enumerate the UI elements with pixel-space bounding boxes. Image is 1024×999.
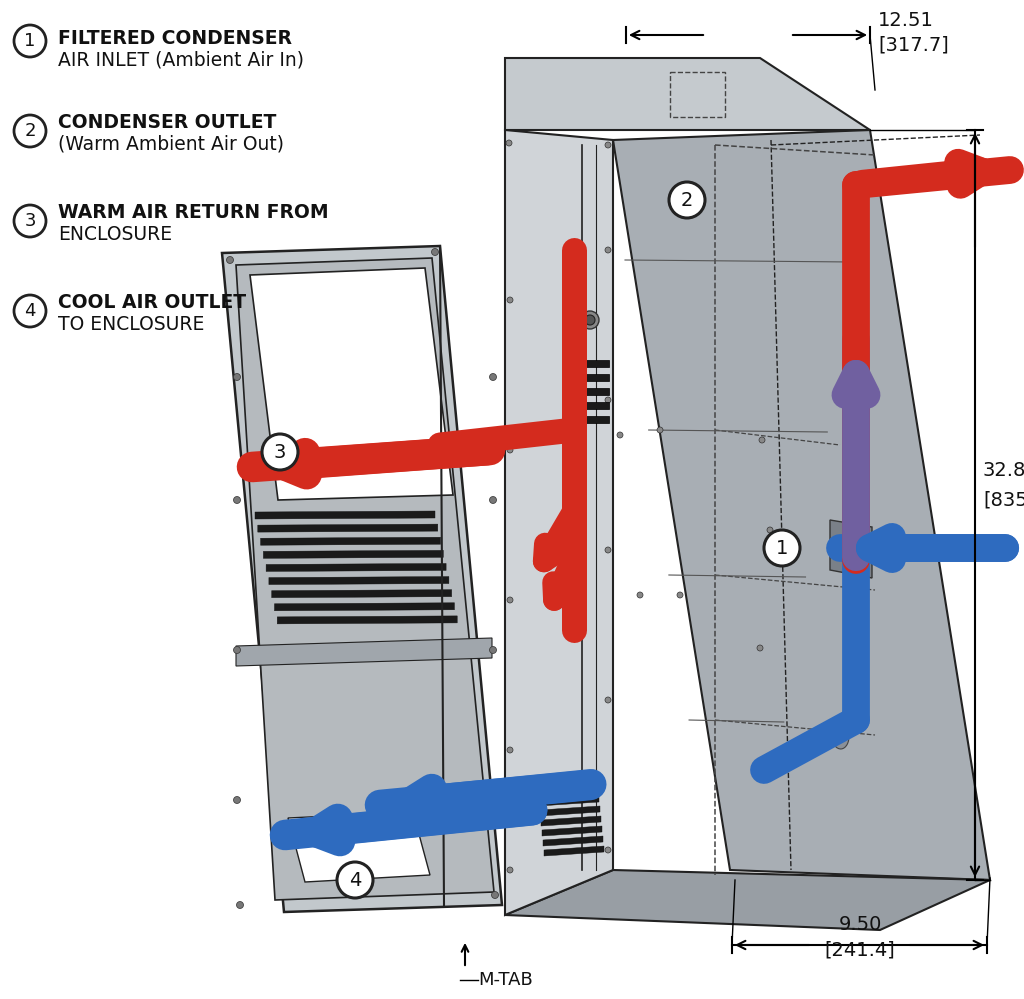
Text: TO ENCLOSURE: TO ENCLOSURE	[58, 315, 205, 334]
Circle shape	[605, 697, 611, 703]
Polygon shape	[266, 563, 446, 571]
Circle shape	[605, 547, 611, 553]
Polygon shape	[222, 246, 502, 912]
Polygon shape	[542, 826, 602, 836]
Circle shape	[507, 597, 513, 603]
Text: 1: 1	[25, 32, 36, 50]
Polygon shape	[543, 836, 603, 846]
Circle shape	[757, 645, 763, 651]
Text: 4: 4	[25, 302, 36, 320]
Polygon shape	[541, 816, 601, 826]
Circle shape	[226, 257, 233, 264]
Polygon shape	[569, 360, 609, 367]
Circle shape	[657, 427, 663, 433]
Circle shape	[669, 182, 705, 218]
Text: 32.87: 32.87	[983, 461, 1024, 480]
Polygon shape	[505, 58, 870, 130]
Polygon shape	[569, 416, 609, 423]
Text: 1: 1	[776, 538, 788, 557]
Circle shape	[764, 530, 800, 566]
Polygon shape	[255, 511, 435, 519]
Circle shape	[507, 297, 513, 303]
Circle shape	[14, 25, 46, 57]
Circle shape	[14, 205, 46, 237]
Text: 4: 4	[349, 870, 361, 889]
Circle shape	[617, 432, 623, 438]
Text: 2: 2	[25, 122, 36, 140]
Circle shape	[677, 592, 683, 598]
Circle shape	[337, 862, 373, 898]
Circle shape	[14, 295, 46, 327]
Polygon shape	[250, 268, 453, 500]
Polygon shape	[269, 576, 449, 584]
Circle shape	[233, 497, 241, 503]
Text: ENCLOSURE: ENCLOSURE	[58, 225, 172, 244]
Circle shape	[585, 315, 595, 325]
Text: 3: 3	[25, 212, 36, 230]
Text: 9.50: 9.50	[839, 915, 882, 934]
Circle shape	[767, 527, 773, 533]
Text: WARM AIR RETURN FROM: WARM AIR RETURN FROM	[58, 203, 329, 222]
Polygon shape	[538, 786, 598, 796]
Polygon shape	[539, 796, 599, 806]
Polygon shape	[505, 130, 613, 915]
Polygon shape	[830, 520, 872, 578]
Polygon shape	[505, 870, 990, 930]
Circle shape	[507, 747, 513, 753]
Text: [241.4]: [241.4]	[824, 940, 895, 959]
Circle shape	[431, 249, 438, 256]
Polygon shape	[278, 616, 458, 624]
Polygon shape	[569, 388, 609, 395]
Circle shape	[581, 311, 599, 329]
Circle shape	[605, 847, 611, 853]
Circle shape	[233, 374, 241, 381]
Text: (Warm Ambient Air Out): (Warm Ambient Air Out)	[58, 135, 284, 154]
Polygon shape	[288, 812, 430, 882]
Text: 3: 3	[273, 443, 286, 462]
Polygon shape	[260, 537, 440, 545]
Polygon shape	[263, 550, 443, 558]
Text: FILTERED CONDENSER: FILTERED CONDENSER	[58, 29, 292, 48]
Polygon shape	[569, 402, 609, 409]
Polygon shape	[274, 602, 455, 610]
Polygon shape	[258, 524, 438, 532]
Circle shape	[233, 646, 241, 653]
Polygon shape	[540, 806, 600, 816]
Text: CONDENSER OUTLET: CONDENSER OUTLET	[58, 113, 276, 132]
Polygon shape	[613, 130, 990, 880]
Text: AIR INLET (Ambient Air In): AIR INLET (Ambient Air In)	[58, 51, 304, 70]
Polygon shape	[544, 846, 604, 856]
Text: 2: 2	[681, 191, 693, 210]
Circle shape	[489, 796, 497, 803]
Circle shape	[605, 397, 611, 403]
Circle shape	[233, 796, 241, 803]
Polygon shape	[236, 638, 492, 666]
Polygon shape	[569, 374, 609, 381]
Text: [835.0]: [835.0]	[983, 491, 1024, 509]
Text: M-TAB: M-TAB	[478, 971, 532, 989]
Circle shape	[14, 115, 46, 147]
Circle shape	[605, 247, 611, 253]
Circle shape	[506, 140, 512, 146]
Circle shape	[489, 646, 497, 653]
Circle shape	[637, 592, 643, 598]
Circle shape	[489, 497, 497, 503]
Circle shape	[507, 867, 513, 873]
Text: COOL AIR OUTLET: COOL AIR OUTLET	[58, 293, 246, 312]
Circle shape	[605, 142, 611, 148]
Polygon shape	[236, 258, 494, 900]
Text: 12.51: 12.51	[878, 11, 934, 30]
Text: [317.7]: [317.7]	[878, 36, 949, 55]
Circle shape	[489, 374, 497, 381]
Circle shape	[507, 447, 513, 453]
Polygon shape	[271, 589, 452, 597]
Circle shape	[262, 434, 298, 470]
Circle shape	[492, 891, 499, 898]
Circle shape	[237, 901, 244, 908]
Ellipse shape	[830, 721, 849, 749]
Circle shape	[759, 437, 765, 443]
